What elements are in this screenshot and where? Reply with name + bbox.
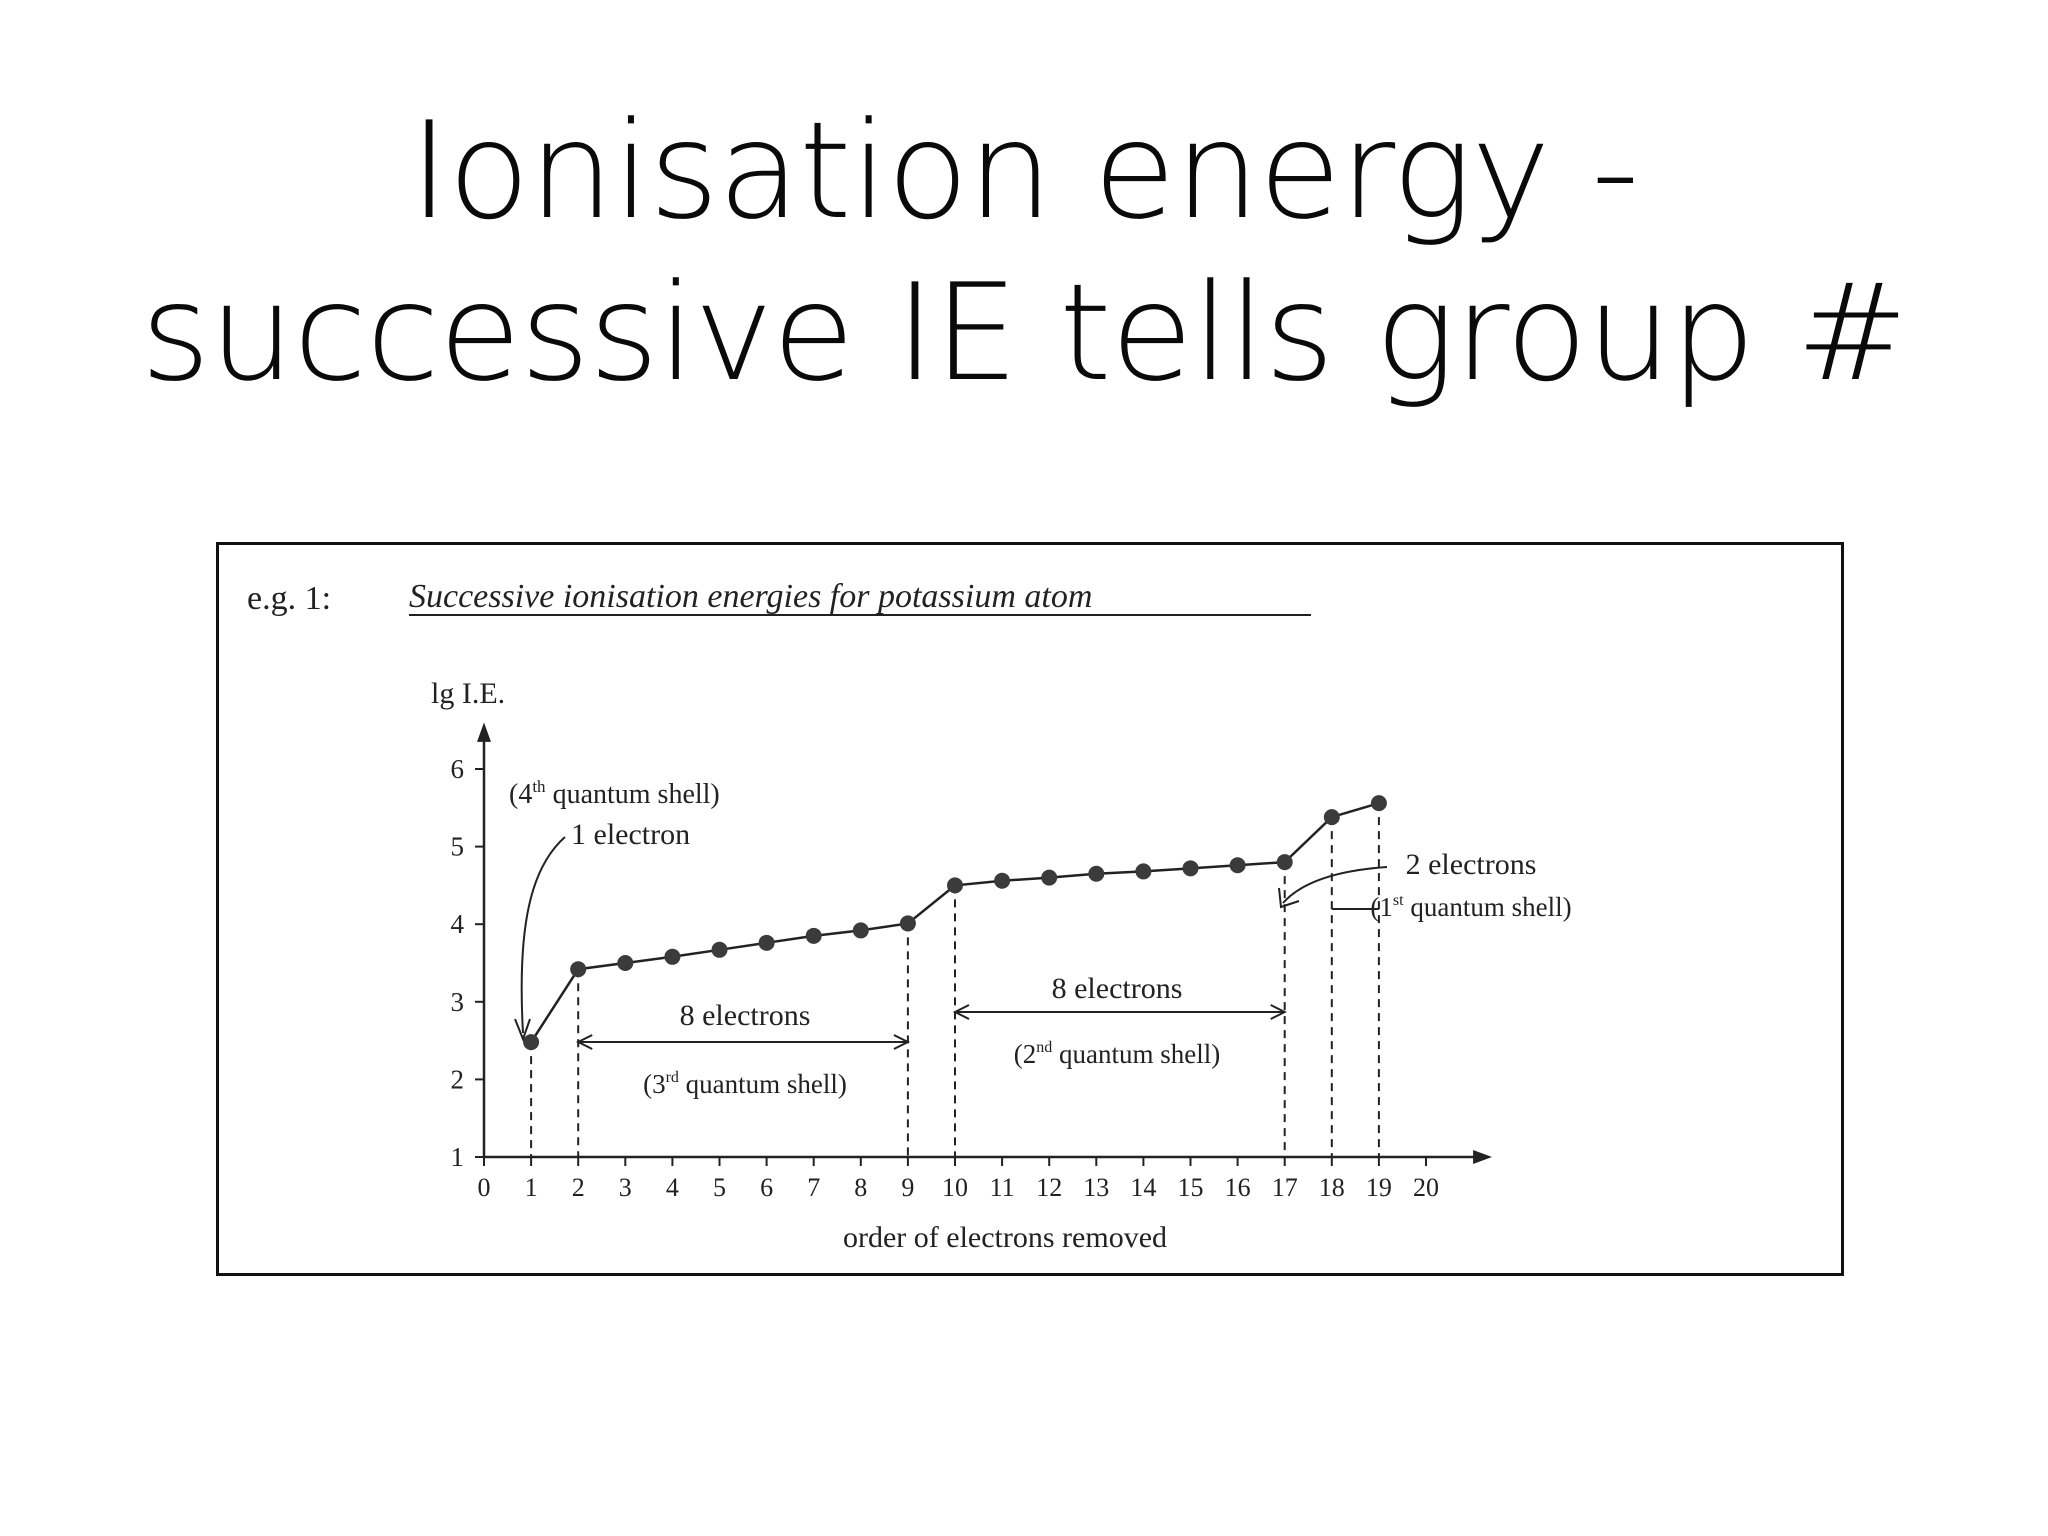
data-point [664,948,681,965]
span-arrow-shell3-head-left [575,1034,593,1050]
x-tick-label: 5 [713,1173,726,1202]
annotation-shell2-count: 8 electrons [1052,972,1183,1005]
x-tick-label: 14 [1130,1173,1156,1202]
y-axis-arrowhead [477,722,491,742]
slide-title: Ionisation energy - successive IE tells … [0,90,2048,414]
data-point [805,927,822,944]
figure-caption: Successive ionisation energies for potas… [409,578,1092,615]
x-tick-label: 7 [807,1173,820,1202]
data-point [570,961,587,978]
x-tick-label: 19 [1366,1173,1392,1202]
data-point [1041,869,1058,886]
y-tick-label: 4 [451,909,465,939]
x-tick-label: 20 [1413,1173,1439,1202]
y-tick-label: 6 [451,754,465,784]
data-series [523,795,1387,1051]
x-tick-label: 13 [1083,1173,1109,1202]
data-point [1229,857,1246,874]
x-tick-label: 1 [525,1173,538,1202]
data-point [617,955,634,971]
data-point [523,1034,540,1051]
x-tick-label: 18 [1319,1173,1345,1202]
data-point [1088,865,1105,882]
x-tick-label: 15 [1178,1173,1204,1202]
title-line-1: Ionisation energy - [409,93,1639,249]
data-point [1370,795,1387,812]
x-tick-label: 3 [619,1173,632,1202]
annotation-shell3-count: 8 electrons [680,999,811,1032]
x-tick-label: 17 [1272,1173,1298,1202]
annotation-shell4-arrowhead [514,1018,531,1042]
title-line-2: successive IE tells group # [140,255,1909,411]
data-point [711,941,728,958]
y-tick-label: 2 [451,1064,465,1094]
annotation-shell1-label: (1st quantum shell) [1370,892,1571,922]
data-point [1135,863,1152,880]
annotation-shell3-label: (3rd quantum shell) [643,1069,847,1099]
data-point [947,877,963,894]
x-tick-label: 10 [942,1173,968,1202]
x-tick-label: 2 [572,1173,585,1202]
y-tick-label: 3 [451,987,465,1017]
annotation-shell4-line1: (4th quantum shell) [509,777,720,810]
annotation-shell1-arrow [1282,866,1388,904]
x-tick-label: 0 [478,1173,491,1202]
x-tick-label: 6 [760,1173,773,1202]
x-axis-arrowhead [1473,1150,1492,1164]
x-tick-label: 9 [901,1173,914,1202]
span-arrow-shell3-head-right [893,1034,911,1050]
y-tick-label: 5 [451,832,465,862]
figure-frame: e.g. 1: Successive ionisation energies f… [216,542,1844,1276]
data-point [1182,860,1199,877]
x-tick-label: 16 [1225,1173,1251,1202]
annotation-shell1-arrowhead [1278,887,1300,909]
annotation-shell1-count: 2 electrons [1406,848,1537,881]
annotation-shell4-arrow [520,836,566,1034]
data-point [1276,854,1293,871]
x-tick-label: 11 [990,1173,1015,1202]
x-tick-label: 4 [666,1173,679,1202]
example-label: e.g. 1: [247,580,331,617]
data-point [1323,809,1340,826]
data-point [852,922,869,939]
y-tick-label: 1 [451,1142,465,1172]
data-point [994,872,1011,889]
data-point [758,934,775,951]
y-axis-label: lg I.E. [431,677,505,710]
shell-guides [530,803,1380,1157]
x-axis-label: order of electrons removed [843,1221,1167,1254]
data-point [899,915,916,932]
span-arrow-shell2-head-right [1270,1004,1287,1020]
annotation-shell2-label: (2nd quantum shell) [1014,1039,1220,1069]
x-tick-label: 8 [854,1173,867,1202]
annotation-shell4-line2: 1 electron [571,818,690,851]
ionisation-chart: e.g. 1: Successive ionisation energies f… [247,578,1572,1254]
span-arrow-shell2-head-left [952,1004,970,1020]
x-tick-label: 12 [1036,1173,1062,1202]
